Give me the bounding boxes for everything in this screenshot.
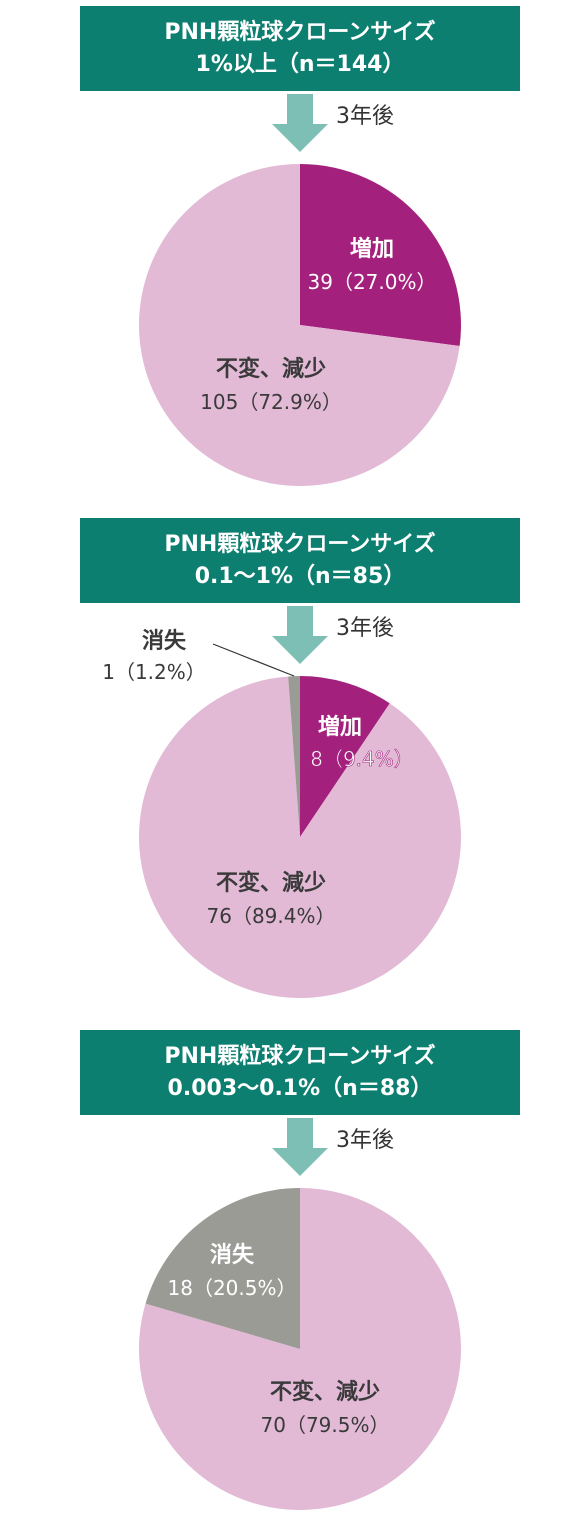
pie-3-slices — [138, 1188, 461, 1510]
pie-1-slice-increase-value: 39（27.0%） — [308, 270, 437, 294]
pie-2-slices — [139, 676, 462, 998]
pie-3-title-line1: PNH顆粒球クローンサイズ — [164, 1043, 436, 1069]
pie-2-svg: 消失 1（1.2%） 増加 8（9.4%） 不変、減少 76（89.4%） — [102, 606, 462, 998]
pie-1-title-line2: 1%以上（n＝144） — [195, 51, 405, 77]
pie-3-slice-unchanged-name: 不変、減少 — [270, 1379, 380, 1405]
pie-2-slice-unchanged-name: 不変、減少 — [216, 870, 326, 896]
pie-3-header: PNH顆粒球クローンサイズ 0.003〜0.1%（n＝88） — [80, 1030, 520, 1115]
pie-3-arrow-icon — [272, 1118, 328, 1176]
pie-1-slice-increase-name: 増加 — [350, 236, 394, 262]
pie-1-svg: 増加 39（27.0%） 不変、減少 105（72.9%） — [138, 94, 461, 486]
pie-panel-1: PNH顆粒球クローンサイズ 1%以上（n＝144） 増加 39（27.0%） 不… — [0, 0, 586, 505]
pie-3-slice-vanished — [145, 1188, 300, 1349]
pie-2-header: PNH顆粒球クローンサイズ 0.1〜1%（n＝85） — [80, 518, 520, 603]
pie-2-slice-increase-name: 増加 — [318, 714, 362, 740]
pie-2-arrow-label: 3年後 — [336, 616, 394, 641]
pie-1-slice-unchanged-name: 不変、減少 — [216, 356, 326, 382]
pie-panel-3: PNH顆粒球クローンサイズ 0.003〜0.1%（n＝88） 消失 18（20.… — [0, 1024, 586, 1529]
pie-2-slice-vanished-value: 1（1.2%） — [102, 660, 206, 684]
pie-3-slice-vanished-name: 消失 — [210, 1243, 255, 1268]
pie-panel-2: PNH顆粒球クローンサイズ 0.1〜1%（n＝85） 消失 1（1.2%） 増加… — [0, 512, 586, 1017]
pie-2-slice-unchanged — [139, 676, 462, 998]
pie-2-slice-increase — [300, 676, 390, 837]
pie-2-title-line2: 0.1〜1%（n＝85） — [194, 563, 406, 589]
pie-1-slice-unchanged — [138, 164, 460, 486]
pie-2-arrow-icon — [272, 606, 328, 664]
pie-2-slice-unchanged-value: 76（89.4%） — [207, 904, 336, 928]
pie-3-title-line2: 0.003〜0.1%（n＝88） — [167, 1075, 433, 1101]
pie-2-slice-vanished-name: 消失 — [142, 629, 187, 654]
pie-3-svg: 消失 18（20.5%） 不変、減少 70（79.5%） — [138, 1118, 461, 1510]
pie-2-title-line1: PNH顆粒球クローンサイズ — [164, 531, 436, 557]
pie-3-slice-unchanged-value: 70（79.5%） — [261, 1413, 390, 1437]
pie-1-header: PNH顆粒球クローンサイズ 1%以上（n＝144） — [80, 6, 520, 91]
pie-1-arrow-icon — [272, 94, 328, 152]
pie-2-slice-vanished — [288, 676, 300, 837]
pie-2-slice-increase-value: 8（9.4%） — [310, 747, 414, 771]
pie-3-slice-unchanged — [138, 1188, 461, 1510]
pie-1-slices — [138, 164, 461, 486]
pie-2-vanished-leader-line — [212, 643, 295, 677]
pie-1-slice-unchanged-value: 105（72.9%） — [200, 390, 342, 414]
pie-1-title-line1: PNH顆粒球クローンサイズ — [164, 19, 436, 45]
pie-1-arrow-label: 3年後 — [336, 104, 394, 129]
pie-3-arrow-label: 3年後 — [336, 1128, 394, 1153]
pie-3-slice-vanished-value: 18（20.5%） — [168, 1276, 297, 1300]
pie-1-slice-increase — [300, 164, 461, 347]
